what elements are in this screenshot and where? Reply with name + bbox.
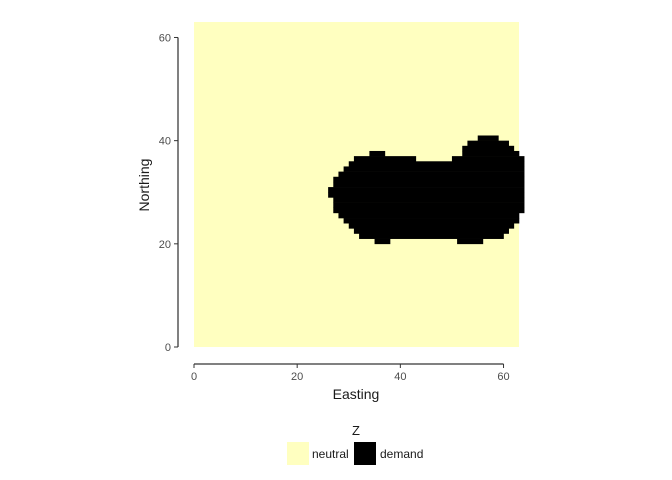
x-tick-label: 40 (394, 371, 406, 383)
demand-cell-run (328, 192, 525, 198)
demand-cell-run (457, 238, 484, 245)
demand-cell-run (333, 181, 525, 188)
y-tick-label: 60 (159, 32, 171, 44)
raster-cells (328, 135, 525, 245)
demand-cell-run (343, 218, 520, 224)
demand-cell-run (477, 135, 499, 141)
x-axis-title: Easting (333, 386, 380, 402)
demand-cell-run (343, 166, 525, 172)
y-tick-label: 0 (165, 342, 171, 354)
demand-cell-run (338, 212, 520, 219)
x-tick-label: 60 (497, 371, 509, 383)
demand-cell-run (333, 176, 525, 183)
legend-label-demand: demand (380, 447, 423, 461)
demand-cell-run (467, 140, 509, 147)
y-tick-label: 40 (159, 136, 171, 148)
y-tick-label: 20 (159, 239, 171, 251)
demand-cell-run (353, 156, 417, 162)
demand-cell-run (451, 156, 525, 162)
x-axis-ticks: 0 20 40 60 (191, 364, 510, 383)
demand-cell-run (333, 202, 525, 209)
demand-cell-run (338, 171, 525, 178)
demand-cell-run (353, 228, 509, 234)
demand-cell-run (374, 238, 391, 245)
demand-cell-run (462, 145, 515, 152)
demand-cell-run (333, 197, 525, 203)
legend-title: Z (352, 423, 360, 438)
demand-cell-run (333, 207, 525, 214)
legend-label-neutral: neutral (312, 447, 349, 461)
y-axis-ticks: 0 20 40 60 (159, 32, 178, 354)
x-tick-label: 0 (191, 371, 197, 383)
demand-cell-run (359, 233, 504, 239)
demand-cell-run (328, 187, 525, 193)
legend: Z neutral demand (287, 423, 423, 465)
legend-key-neutral (287, 442, 309, 465)
demand-cell-run (348, 223, 515, 229)
legend-key-demand (354, 442, 376, 465)
demand-cell-run (369, 150, 386, 157)
demand-cell-run (348, 161, 525, 167)
y-axis-title: Northing (136, 159, 152, 212)
x-tick-label: 20 (291, 371, 303, 383)
demand-cell-run (462, 150, 520, 157)
